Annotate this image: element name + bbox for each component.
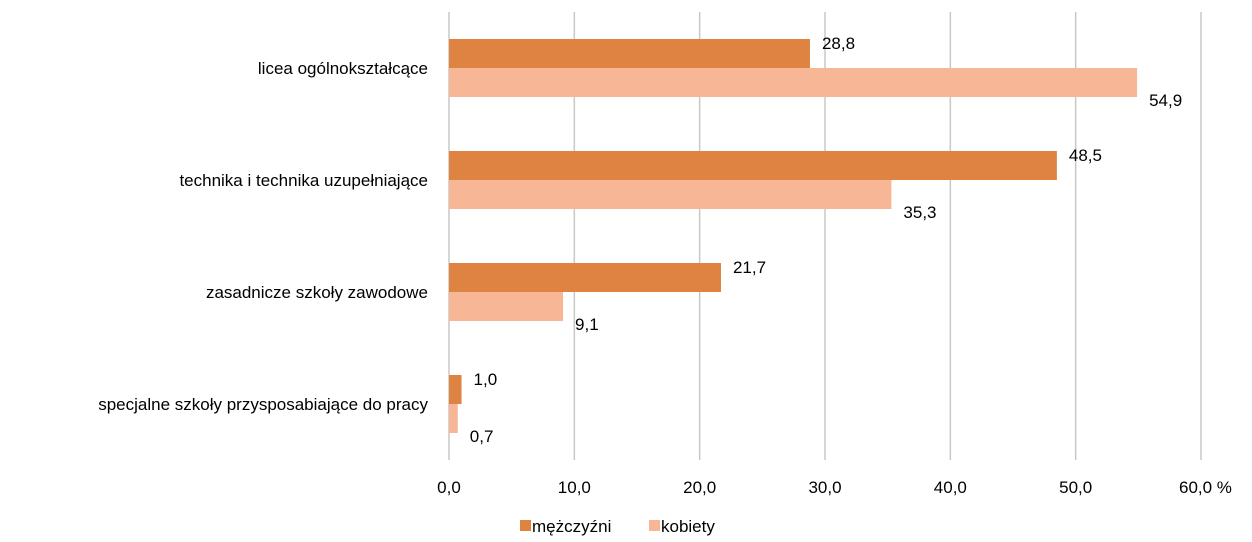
data-label: 21,7 bbox=[733, 258, 766, 277]
data-labels: 28,8 54,9 48,5 35,3 21,7 9,1 1,0 0,7 bbox=[470, 34, 1182, 446]
bar-kobiety bbox=[449, 68, 1138, 97]
legend-label: kobiety bbox=[661, 517, 715, 536]
bar-mezczyzni bbox=[449, 39, 810, 68]
legend-label: mężczyźni bbox=[532, 517, 611, 536]
data-label: 0,7 bbox=[470, 427, 494, 446]
bar-kobiety bbox=[449, 180, 892, 209]
category-label: technika i technika uzupełniające bbox=[179, 171, 428, 190]
category-labels: licea ogólnokształcące technika i technik… bbox=[98, 59, 428, 414]
x-tick-label: 60,0 % bbox=[1179, 478, 1232, 497]
x-tick-label: 0,0 bbox=[437, 478, 461, 497]
bar-mezczyzni bbox=[449, 263, 721, 292]
category-label: licea ogólnokształcące bbox=[258, 59, 428, 78]
legend-swatch bbox=[649, 520, 660, 531]
category-label: specjalne szkoły przysposabiające do pra… bbox=[98, 395, 428, 414]
bar-kobiety bbox=[449, 404, 458, 433]
x-tick-label: 50,0 bbox=[1059, 478, 1092, 497]
legend-swatch bbox=[520, 520, 531, 531]
data-label: 48,5 bbox=[1069, 146, 1102, 165]
data-label: 9,1 bbox=[575, 315, 599, 334]
x-tick-label: 30,0 bbox=[808, 478, 841, 497]
bar-mezczyzni bbox=[449, 151, 1057, 180]
x-axis-ticks: 0,0 10,0 20,0 30,0 40,0 50,0 60,0 % bbox=[437, 478, 1232, 497]
x-tick-label: 20,0 bbox=[683, 478, 716, 497]
bar-mezczyzni bbox=[449, 375, 462, 404]
data-label: 1,0 bbox=[474, 370, 498, 389]
x-tick-label: 10,0 bbox=[558, 478, 591, 497]
x-tick-label: 40,0 bbox=[934, 478, 967, 497]
legend: mężczyźni kobiety bbox=[520, 517, 715, 536]
bar-kobiety bbox=[449, 292, 564, 321]
data-label: 35,3 bbox=[903, 203, 936, 222]
category-label: zasadnicze szkoły zawodowe bbox=[206, 283, 428, 302]
data-label: 28,8 bbox=[822, 34, 855, 53]
bars bbox=[449, 39, 1138, 433]
data-label: 54,9 bbox=[1149, 91, 1182, 110]
